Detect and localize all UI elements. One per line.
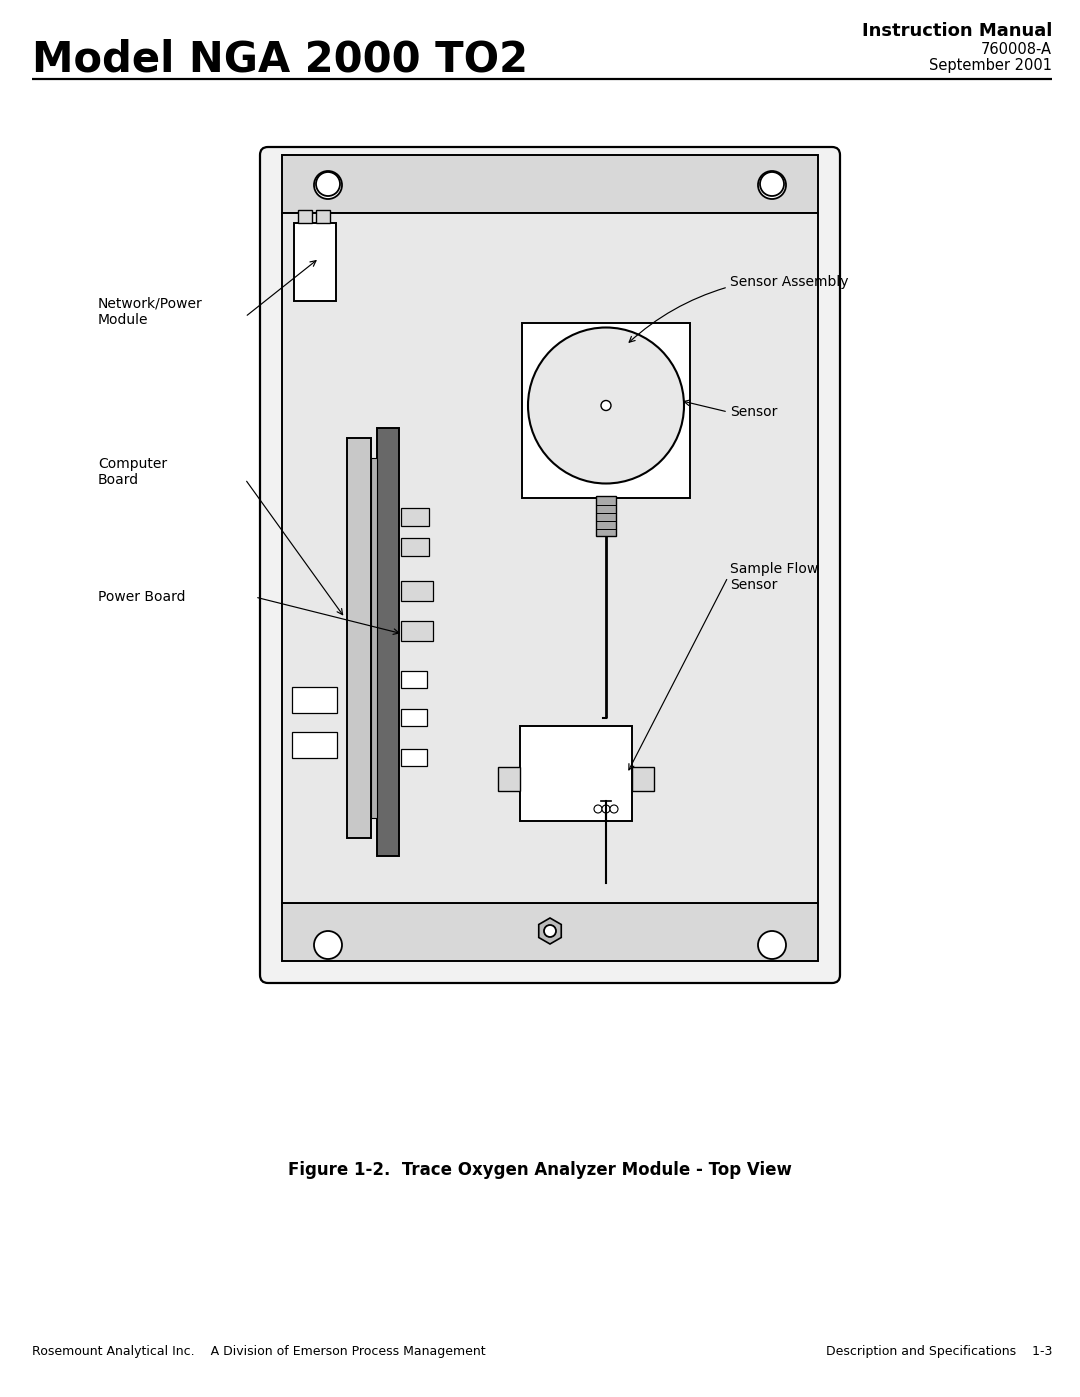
Circle shape: [610, 805, 618, 813]
Bar: [282, 902, 818, 961]
Bar: [298, 210, 312, 224]
Bar: [519, 726, 632, 821]
Bar: [401, 671, 427, 687]
Circle shape: [594, 805, 602, 813]
Bar: [401, 509, 429, 527]
Text: Sensor: Sensor: [730, 405, 778, 419]
Bar: [401, 581, 433, 601]
Circle shape: [758, 170, 786, 198]
Circle shape: [600, 401, 611, 411]
Text: Sample Flow
Sensor: Sample Flow Sensor: [730, 562, 819, 592]
Bar: [377, 427, 399, 856]
Bar: [498, 767, 519, 791]
Bar: [282, 212, 818, 902]
Bar: [522, 323, 690, 497]
Circle shape: [314, 930, 342, 958]
Text: September 2001: September 2001: [929, 59, 1052, 73]
Text: 760008-A: 760008-A: [981, 42, 1052, 57]
Bar: [292, 687, 337, 712]
Bar: [347, 439, 372, 838]
Bar: [282, 155, 818, 212]
Bar: [401, 538, 429, 556]
Circle shape: [528, 327, 684, 483]
Bar: [632, 767, 654, 791]
Text: Power Board: Power Board: [98, 590, 186, 604]
Polygon shape: [539, 918, 562, 944]
Circle shape: [760, 172, 784, 196]
Bar: [372, 458, 377, 819]
Bar: [401, 749, 427, 766]
Text: Rosemount Analytical Inc.    A Division of Emerson Process Management: Rosemount Analytical Inc. A Division of …: [32, 1345, 486, 1358]
Text: Instruction Manual: Instruction Manual: [862, 22, 1052, 41]
Text: Figure 1-2.  Trace Oxygen Analyzer Module - Top View: Figure 1-2. Trace Oxygen Analyzer Module…: [288, 1161, 792, 1179]
Text: Network/Power
Module: Network/Power Module: [98, 298, 203, 327]
Bar: [401, 710, 427, 726]
Text: Description and Specifications    1-3: Description and Specifications 1-3: [825, 1345, 1052, 1358]
Bar: [596, 496, 616, 536]
Bar: [294, 224, 336, 300]
Bar: [316, 210, 330, 224]
Circle shape: [544, 925, 556, 937]
Bar: [292, 732, 337, 759]
Text: Sensor Assembly: Sensor Assembly: [730, 275, 849, 289]
FancyBboxPatch shape: [260, 147, 840, 983]
Text: Computer
Board: Computer Board: [98, 457, 167, 488]
Circle shape: [316, 172, 340, 196]
Circle shape: [758, 930, 786, 958]
Circle shape: [602, 805, 610, 813]
Bar: [401, 622, 433, 641]
Circle shape: [314, 170, 342, 198]
Text: Model NGA 2000 TO2: Model NGA 2000 TO2: [32, 39, 528, 81]
